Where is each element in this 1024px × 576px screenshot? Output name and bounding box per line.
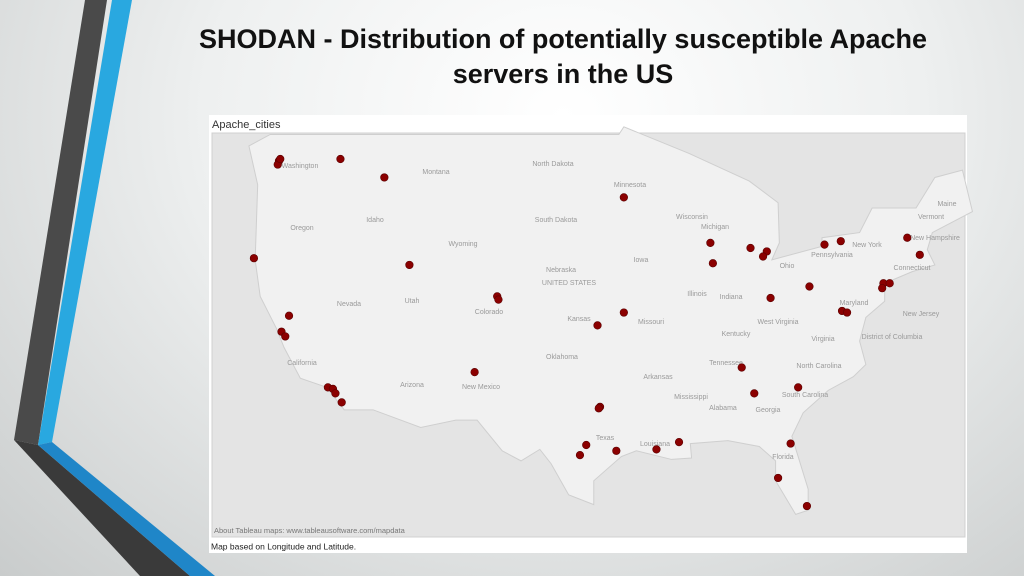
region-label: Nebraska xyxy=(546,267,576,274)
server-point xyxy=(805,282,814,291)
region-label: Wisconsin xyxy=(676,214,708,221)
server-point xyxy=(708,259,717,268)
region-label: Vermont xyxy=(918,214,944,221)
server-point xyxy=(802,501,812,511)
region-label: Texas xyxy=(596,435,615,442)
region-label: New Hampshire xyxy=(910,235,960,242)
region-label: Michigan xyxy=(701,224,729,231)
caption: Map based on Longitude and Latitude. xyxy=(211,541,356,551)
server-point xyxy=(405,260,414,270)
region-label: Arkansas xyxy=(643,374,673,381)
region-label: Arizona xyxy=(400,382,424,389)
region-label: New Jersey xyxy=(903,311,940,318)
server-point xyxy=(794,383,803,392)
region-label: UNITED STATES xyxy=(542,280,597,287)
region-label: Ohio xyxy=(780,263,795,270)
map: Washington Montana North Dakota Minnesota Or… xyxy=(248,126,974,515)
server-point xyxy=(494,295,503,304)
region-label: Illinois xyxy=(687,291,707,298)
server-point xyxy=(836,237,845,246)
server-point xyxy=(746,243,755,253)
server-point xyxy=(575,451,585,460)
region-label: Minnesota xyxy=(614,182,646,189)
stripe-blue xyxy=(38,0,132,445)
us-land xyxy=(248,126,974,515)
region-label: Alabama xyxy=(709,405,737,412)
region-label: Pennsylvania xyxy=(811,252,853,259)
region-label: Montana xyxy=(422,169,449,176)
region-label: North Carolina xyxy=(796,363,841,370)
server-point xyxy=(582,440,591,450)
region-label: South Carolina xyxy=(782,392,828,399)
region-label: Iowa xyxy=(634,257,649,264)
server-point xyxy=(331,389,340,398)
region-label: West Virginia xyxy=(758,319,799,326)
server-point xyxy=(276,154,285,164)
region-label: Tennessee xyxy=(709,360,743,367)
region-label: Wyoming xyxy=(448,241,477,248)
region-label: Missouri xyxy=(638,319,665,326)
stripe-dark-low xyxy=(14,440,190,576)
server-point xyxy=(470,368,479,377)
server-point xyxy=(249,254,259,263)
region-label: Connecticut xyxy=(894,265,931,272)
server-point xyxy=(619,193,628,202)
server-point xyxy=(786,439,795,448)
region-label: Colorado xyxy=(475,309,504,316)
region-label: Utah xyxy=(405,298,420,305)
server-point xyxy=(284,311,294,320)
server-point xyxy=(652,445,661,454)
server-point xyxy=(885,279,894,288)
region-label: Louisiana xyxy=(640,441,670,448)
stripe-blue-low xyxy=(38,442,215,576)
server-point xyxy=(737,363,746,372)
region-label: South Dakota xyxy=(535,217,578,224)
server-point xyxy=(915,250,924,259)
region-label: Indiana xyxy=(720,294,743,301)
server-point xyxy=(766,293,775,303)
server-point xyxy=(773,473,783,483)
region-label: Idaho xyxy=(366,217,384,224)
server-point xyxy=(594,404,603,413)
server-point xyxy=(593,321,602,330)
server-point xyxy=(674,438,684,447)
server-point xyxy=(706,238,715,247)
server-point xyxy=(612,446,621,455)
stripe-dark xyxy=(14,0,107,445)
region-label: Oklahoma xyxy=(546,354,578,361)
region-label: North Dakota xyxy=(532,161,573,168)
region-label: District of Columbia xyxy=(862,334,923,341)
server-point xyxy=(842,308,852,317)
region-label: New York xyxy=(852,242,882,249)
region-label: Maine xyxy=(937,201,956,208)
region-label: Nevada xyxy=(337,301,361,308)
server-point xyxy=(619,308,628,317)
region-label: Mississippi xyxy=(674,394,708,401)
attribution: About Tableau maps: www.tableausoftware.… xyxy=(214,526,406,535)
server-point xyxy=(281,332,290,341)
region-label: Maryland xyxy=(840,300,869,307)
slide-title: SHODAN - Distribution of potentially sus… xyxy=(198,24,928,89)
server-point xyxy=(878,284,887,293)
sheet-title: Apache_cities xyxy=(212,119,281,131)
region-label: California xyxy=(287,360,317,367)
region-label: Kentucky xyxy=(722,331,751,338)
region-label: Florida xyxy=(772,454,794,461)
region-label: Kansas xyxy=(567,316,591,323)
server-point xyxy=(336,154,345,164)
region-label: Oregon xyxy=(290,225,313,232)
region-label: Virginia xyxy=(811,336,834,343)
server-point xyxy=(903,233,912,242)
region-label: Washington xyxy=(282,163,319,170)
region-label: New Mexico xyxy=(462,384,500,391)
server-point xyxy=(380,173,389,182)
server-point xyxy=(758,252,768,261)
server-point xyxy=(337,398,346,407)
server-point xyxy=(750,389,759,398)
server-point xyxy=(820,240,829,249)
region-label: Georgia xyxy=(756,407,781,414)
